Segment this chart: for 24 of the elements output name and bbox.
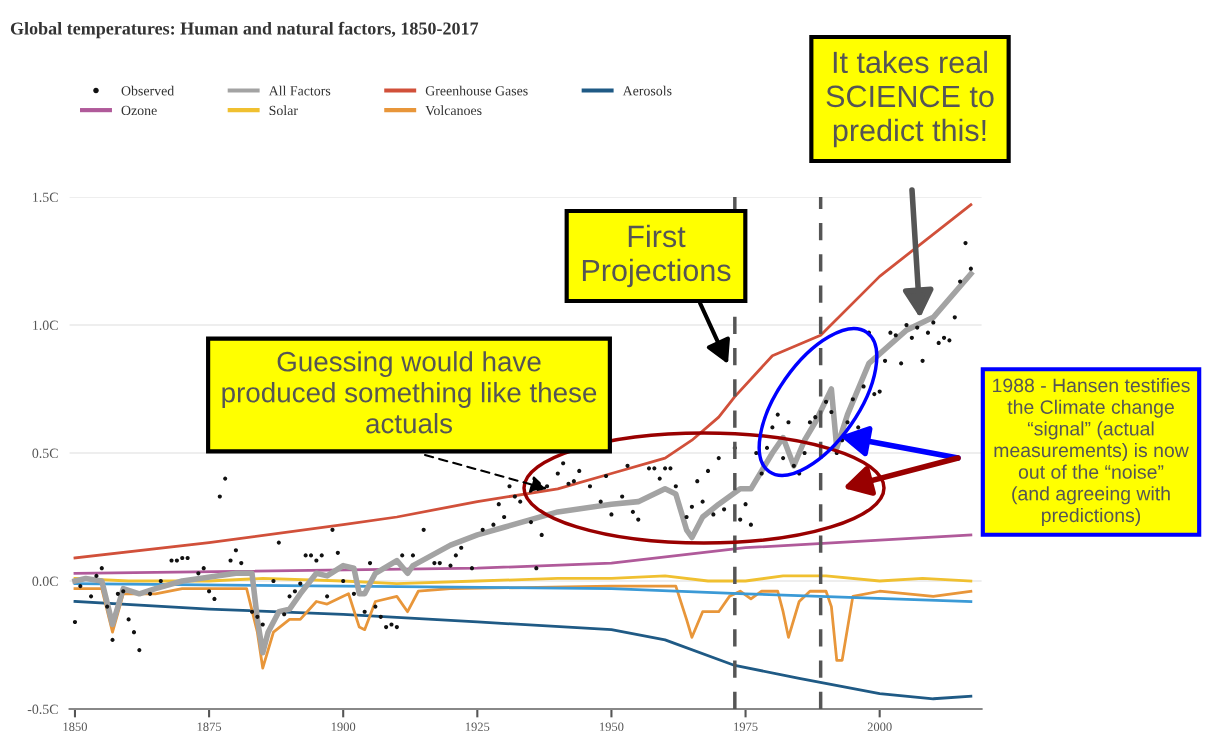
x-tick-label: 1875 bbox=[197, 722, 222, 731]
x-tick-label: 1975 bbox=[734, 722, 758, 731]
y-tick-label: 1.0C bbox=[33, 320, 58, 331]
y-tick-label: 0.5C bbox=[32, 448, 58, 459]
legend-label: Solar bbox=[269, 105, 298, 116]
chart-title: Global temperatures: Human and natural factors, 1850-2017 bbox=[10, 21, 479, 39]
y-tick-label: 0.0C bbox=[32, 576, 58, 587]
legend-label: Ozone bbox=[121, 105, 157, 116]
legend-label: Aerosols bbox=[622, 85, 672, 96]
x-tick-label: 1950 bbox=[600, 722, 624, 731]
x-tick-label: 1850 bbox=[63, 722, 87, 731]
x-tick-label: 2000 bbox=[867, 722, 892, 731]
x-tick-label: 1900 bbox=[331, 722, 356, 731]
legend-label: Observed bbox=[121, 85, 175, 96]
annotation: First Projections bbox=[582, 224, 731, 288]
x-tick-label: 1925 bbox=[465, 722, 490, 731]
y-tick-label: 1.5C bbox=[33, 192, 58, 203]
annotation: Guessing would have produced something like these actuals bbox=[222, 351, 597, 434]
legend-label: All Factors bbox=[268, 85, 331, 96]
legend-label: Greenhouse Gases bbox=[425, 85, 528, 96]
text: It takes real SCIENCE to predict this! bbox=[826, 50, 994, 148]
y-tick-label: -0.5C bbox=[27, 704, 58, 715]
legend-label: Volcanoes bbox=[425, 105, 482, 116]
text: 1988 - Hansen testifies the Climate change “signal” (actual measurements) is now out of the “noise” (and agreeing with predictions) bbox=[993, 377, 1190, 527]
